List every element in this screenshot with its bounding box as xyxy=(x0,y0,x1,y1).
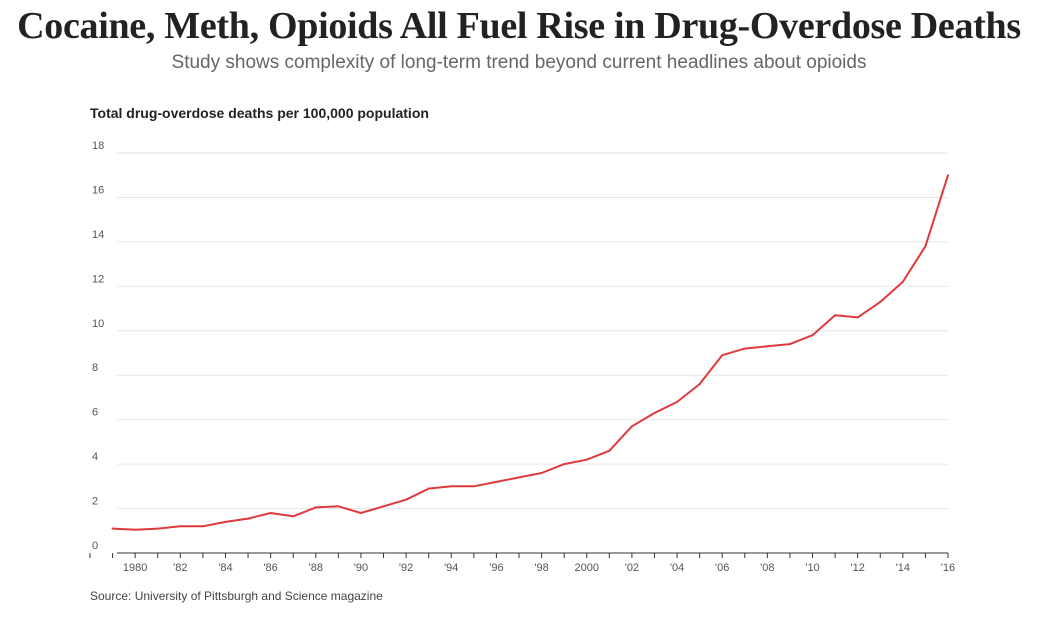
data-point xyxy=(134,528,137,531)
data-point xyxy=(292,515,295,518)
chart-subtitle: Study shows complexity of long-term tren… xyxy=(171,52,867,73)
data-point xyxy=(766,345,769,348)
data-point xyxy=(337,505,340,508)
x-tick-label: '88 xyxy=(309,562,323,574)
series-line xyxy=(112,174,949,531)
x-tick-label: '98 xyxy=(534,562,548,574)
y-tick-label: 6 xyxy=(92,407,98,419)
data-point xyxy=(156,527,159,530)
data-point xyxy=(179,525,182,528)
x-tick-label: '90 xyxy=(354,562,368,574)
data-point xyxy=(540,472,543,474)
y-tick-label: 18 xyxy=(92,140,104,152)
data-point xyxy=(811,334,814,337)
y-tick-label: 8 xyxy=(92,362,98,374)
chart-title: Cocaine, Meth, Opioids All Fuel Rise in … xyxy=(17,5,1021,47)
x-tick-label: '82 xyxy=(173,562,187,574)
x-tick-label: '84 xyxy=(218,562,232,574)
data-point xyxy=(743,347,746,350)
x-tick-label: '94 xyxy=(444,562,458,574)
y-tick-label: 4 xyxy=(92,451,98,463)
y-tick-label: 0 xyxy=(92,540,98,552)
data-point xyxy=(924,245,927,248)
series-layer xyxy=(111,174,949,531)
y-tick-labels: 0 2 4 6 8 10 12 14 16 18 xyxy=(92,140,104,552)
x-tick-label: '14 xyxy=(896,562,910,574)
data-point xyxy=(495,480,498,483)
y-tick-label: 14 xyxy=(92,229,104,241)
data-point xyxy=(563,463,566,466)
data-point xyxy=(111,527,114,530)
x-tick-label: '92 xyxy=(399,562,413,574)
y-tick-label: 12 xyxy=(92,273,104,285)
data-point xyxy=(314,506,317,509)
x-tick-label: 1980 xyxy=(123,562,147,574)
x-tick-label: '86 xyxy=(263,562,277,574)
data-point xyxy=(630,425,633,428)
data-point xyxy=(472,485,475,488)
gridlines xyxy=(117,152,948,510)
data-point xyxy=(608,449,611,452)
data-point xyxy=(201,525,204,528)
data-point xyxy=(788,343,791,346)
x-tick-label: '04 xyxy=(670,562,684,574)
data-point xyxy=(247,517,250,520)
data-point xyxy=(382,505,385,508)
data-point xyxy=(359,512,362,514)
data-point xyxy=(653,412,656,414)
x-tick-label: '06 xyxy=(715,562,729,574)
x-tick-label: '10 xyxy=(805,562,819,574)
data-point xyxy=(856,316,859,319)
data-point xyxy=(698,383,701,386)
y-axis-label: Total drug-overdose deaths per 100,000 p… xyxy=(90,105,429,121)
data-point xyxy=(901,280,904,283)
x-tick-label: '16 xyxy=(941,562,955,574)
y-tick-label: 16 xyxy=(92,184,104,196)
y-tick-label: 2 xyxy=(92,496,98,508)
source-note: Source: University of Pittsburgh and Sci… xyxy=(90,589,383,603)
data-point xyxy=(269,512,272,514)
x-tick-label: '02 xyxy=(625,562,639,574)
data-point xyxy=(947,174,949,177)
x-tick-label: '96 xyxy=(489,562,503,574)
x-tick-label: '08 xyxy=(760,562,774,574)
y-tick-label: 10 xyxy=(92,318,104,330)
data-point xyxy=(224,520,227,523)
x-tick-label: 2000 xyxy=(574,562,598,574)
data-point xyxy=(427,487,430,490)
data-point xyxy=(585,458,588,461)
data-point xyxy=(834,314,837,317)
data-point xyxy=(518,476,520,479)
data-point xyxy=(721,354,724,357)
data-point xyxy=(879,300,882,303)
data-point xyxy=(676,400,679,403)
x-ticks: 1980 '82 '84 '86 '88 '90 '92 '94 '96 '98 2000 '02 '0… xyxy=(89,553,955,574)
data-point xyxy=(450,485,453,488)
x-tick-label: '12 xyxy=(851,562,865,574)
data-point xyxy=(405,498,408,501)
